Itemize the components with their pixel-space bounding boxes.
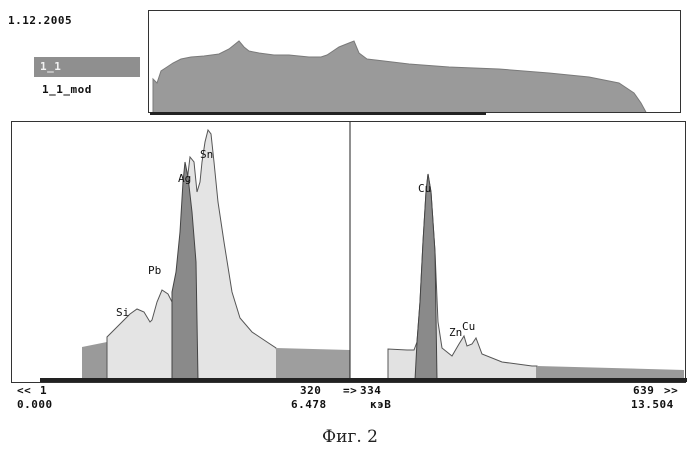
peak-label-pb: Pb [148, 264, 161, 277]
main-scrollbar[interactable] [40, 378, 687, 382]
axis-unit: кэВ [370, 398, 391, 411]
legend-item-selected[interactable]: 1_1 [34, 57, 140, 77]
main-spectrum-panel[interactable]: Si Pb Ag Sn Cu Zn Cu [11, 121, 686, 383]
peak-label-cu2: Cu [462, 320, 475, 333]
axis-right-channel: 639 [633, 384, 654, 397]
axis-right-arrow[interactable]: >> [664, 384, 678, 397]
spectrum-fill-right [388, 174, 537, 380]
date-label: 1.12.2005 [8, 14, 72, 27]
peak-label-cu: Cu [418, 182, 431, 195]
peak-label-ag: Ag [178, 172, 191, 185]
peak-label-si: Si [116, 306, 129, 319]
background-hatch-left [82, 342, 107, 380]
background-hatch-mid [276, 348, 350, 380]
axis-cursor-channel: 320 [300, 384, 321, 397]
overview-scrollbar[interactable] [150, 112, 486, 115]
spectrum-fill-light [107, 130, 350, 380]
axis-right-energy: 13.504 [631, 398, 674, 411]
overview-spectrum-plot [149, 11, 681, 113]
axis-left-channel: 1 [40, 384, 47, 397]
axis-left-arrow[interactable]: << [17, 384, 31, 397]
axis-marker-channel: 334 [360, 384, 381, 397]
overview-spectrum-area [153, 41, 647, 113]
axis-cursor-arrow[interactable]: => [343, 384, 357, 397]
axis-left-energy: 0.000 [17, 398, 53, 411]
peak-label-sn: Sn [200, 148, 213, 161]
legend-item-mod[interactable]: 1_1_mod [42, 83, 92, 96]
axis-cursor-energy: 6.478 [291, 398, 327, 411]
peak-cu-dark-band [415, 174, 437, 380]
peak-label-zn: Zn [449, 326, 462, 339]
main-spectrum-plot: Si Pb Ag Sn Cu Zn Cu [12, 122, 686, 383]
overview-spectrum-panel[interactable] [148, 10, 681, 113]
figure-caption: Фиг. 2 [0, 427, 700, 447]
